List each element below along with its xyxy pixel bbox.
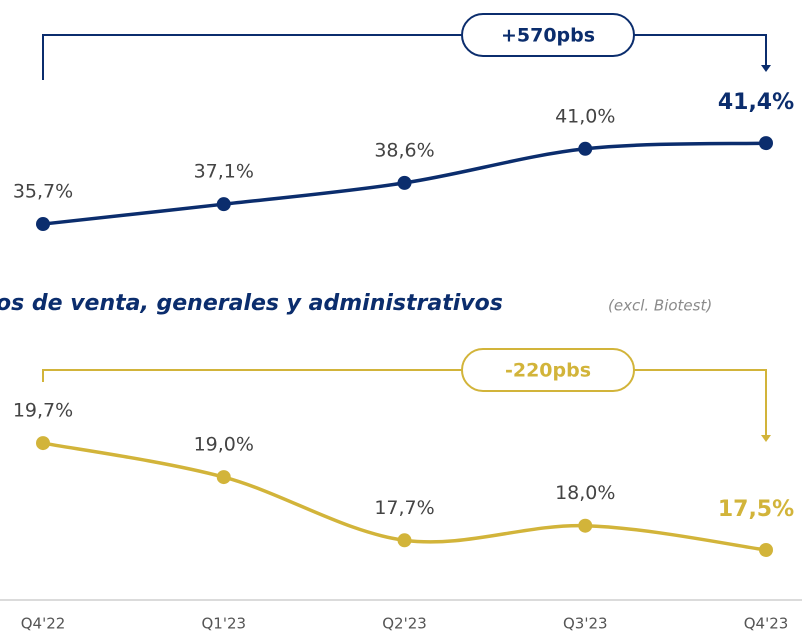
chart-subtitle: (excl. Biotest) [608,297,712,315]
value-label: 17,7% [374,497,434,519]
value-label: 19,7% [13,400,73,422]
x-tick-label: Q3'23 [563,615,608,633]
point [36,436,50,451]
bracket [42,369,767,436]
point [397,175,412,190]
annotation: -220pbs [505,360,591,382]
arrow-head [761,435,771,442]
value-label: 41,4% [718,90,794,115]
value-label: 18,0% [555,482,615,504]
annotation: +570pbs [501,25,595,47]
x-tick-label: Q4'22 [21,615,66,633]
value-label: 38,6% [374,139,434,161]
annotation-pill [461,13,635,57]
arrow-head [761,65,771,72]
x-tick-label: Q1'23 [201,615,246,633]
point [759,136,773,151]
x-tick-label: Q2'23 [382,615,427,633]
point [397,533,412,548]
point [36,217,50,232]
point [216,470,231,485]
value-label: 35,7% [13,181,73,203]
annotation-pill [461,348,635,392]
x-tick-label: Q4'23 [744,615,789,633]
value-label: 37,1% [194,161,254,183]
point [578,141,593,156]
value-label: 41,0% [555,105,615,127]
point [578,518,593,533]
point [759,543,773,557]
point [216,197,231,212]
chart-title: os de venta, generales y administrativos [0,291,503,316]
value-label: 19,0% [194,434,254,456]
bracket [42,34,767,80]
value-label: 17,5% [718,497,794,522]
